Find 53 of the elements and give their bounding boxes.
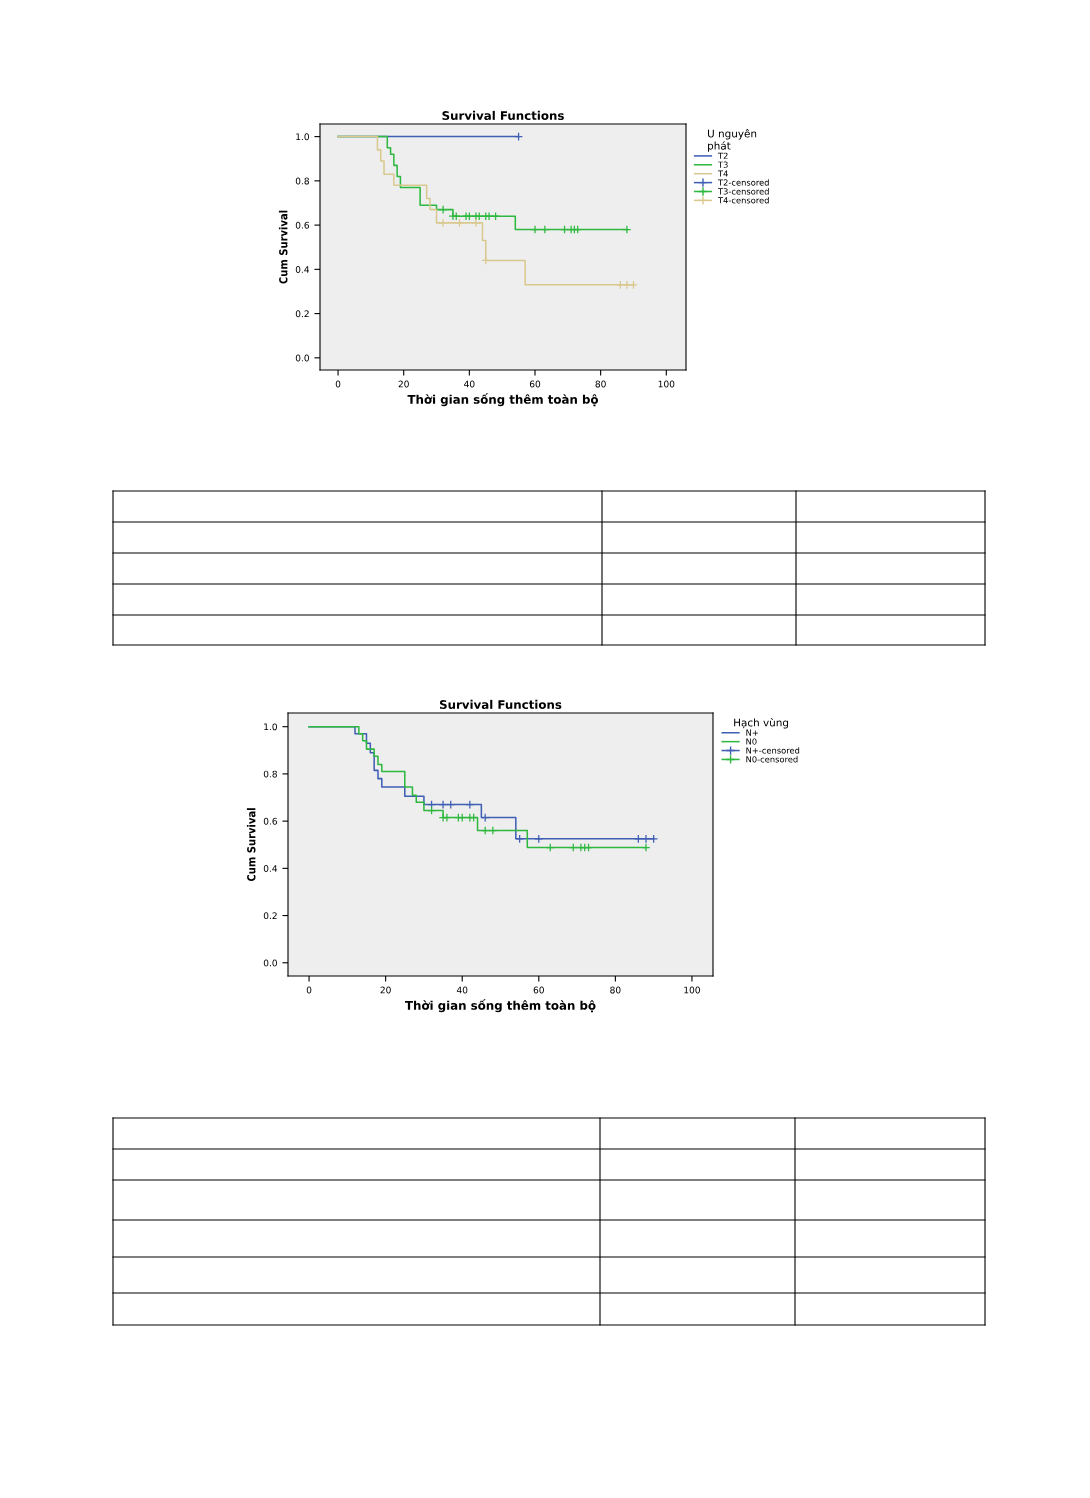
y-tick-label: 1.0 [296, 133, 309, 141]
y-axis-title: Cum Survival [246, 808, 256, 882]
x-axis-title: Thời gian sống thêm toàn bộ [405, 999, 596, 1013]
y-tick-label: 0.2 [295, 310, 309, 318]
y-tick-label: 0.0 [295, 354, 309, 362]
y-tick-label: 0.6 [263, 817, 278, 825]
x-tick-label: 20 [380, 986, 391, 994]
y-tick-label: 0.0 [263, 959, 277, 967]
y-axis-title: Cum Survival [278, 210, 288, 284]
x-tick-label: 0 [306, 986, 312, 994]
point [530, 225, 540, 234]
legend-label: N+-censored [746, 747, 800, 754]
y-tick-label: 0.4 [263, 865, 278, 872]
y-tick-label: 1.0 [264, 723, 277, 731]
legend-label: T2 [717, 152, 728, 159]
legend-label: T3 [717, 161, 728, 168]
point [442, 813, 452, 823]
chart-title: Survival Functions [439, 699, 562, 709]
x-tick-label: 80 [610, 986, 621, 994]
x-tick-label: 100 [684, 986, 700, 994]
x-tick-label: 60 [533, 986, 544, 994]
legend-label: N0-censored [746, 756, 798, 763]
x-tick-label: 40 [456, 986, 468, 994]
x-tick-label: 20 [398, 380, 409, 388]
chart-title: Survival Functions [442, 110, 564, 120]
point [641, 843, 651, 852]
legend-label: T2-censored [717, 179, 769, 186]
legend-label: T3-censored [717, 188, 769, 195]
point [455, 218, 464, 228]
x-tick-label: 60 [529, 380, 541, 388]
point [471, 218, 481, 228]
x-tick-label: 40 [464, 380, 475, 388]
legend-title: U nguyên phát [708, 129, 757, 152]
legend-label: N+ [746, 729, 758, 736]
legend-label: T4 [717, 170, 728, 177]
x-tick-label: 80 [595, 380, 606, 388]
point [438, 205, 448, 215]
y-tick-label: 0.6 [295, 221, 310, 229]
y-tick-label: 0.8 [295, 177, 309, 185]
point [622, 280, 632, 290]
x-axis-title: Thời gian sống thêm toàn bộ [407, 393, 599, 407]
point [438, 218, 448, 228]
point [641, 834, 651, 844]
legend-title: Hạch vùng [734, 718, 789, 729]
legend-label: T4-censored [717, 196, 769, 204]
legend-label: N0 [746, 738, 757, 745]
point [438, 800, 448, 810]
y-tick-label: 0.8 [263, 770, 277, 778]
point [622, 225, 632, 234]
x-tick-label: 100 [658, 380, 675, 388]
y-tick-label: 0.4 [295, 266, 310, 273]
x-tick-label: 0 [335, 380, 341, 388]
y-tick-label: 0.2 [263, 912, 277, 920]
